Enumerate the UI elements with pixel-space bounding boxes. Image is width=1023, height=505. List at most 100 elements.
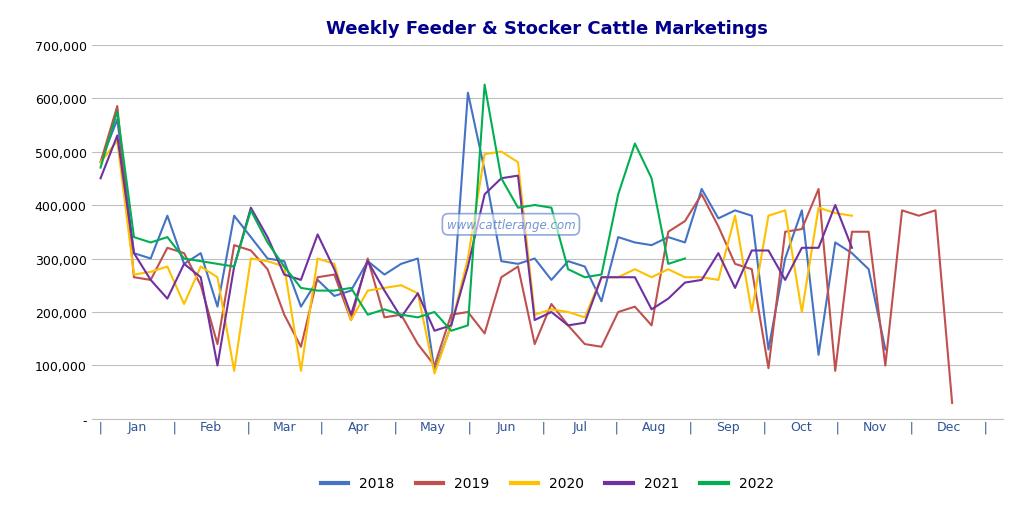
2021 — [112, 133, 124, 139]
2020 — [311, 256, 323, 262]
2021 — [579, 320, 591, 326]
2021 — [278, 272, 291, 278]
2021 — [562, 323, 574, 329]
2021 — [395, 315, 407, 321]
2022 — [562, 267, 574, 273]
2018 — [479, 168, 491, 174]
2019 — [112, 104, 124, 110]
2018 — [696, 186, 708, 192]
2020 — [461, 256, 474, 262]
2021 — [662, 296, 674, 302]
2021 — [679, 280, 692, 286]
2020 — [729, 213, 742, 219]
2018 — [495, 259, 507, 265]
2018 — [562, 259, 574, 265]
2021 — [144, 277, 157, 283]
2022 — [278, 264, 291, 270]
2020 — [144, 269, 157, 275]
2020 — [328, 261, 341, 267]
2018 — [194, 250, 207, 257]
2020 — [579, 315, 591, 321]
Line: 2019: 2019 — [100, 107, 952, 403]
2020 — [361, 288, 373, 294]
2021 — [495, 176, 507, 182]
2020 — [194, 264, 207, 270]
2018 — [311, 277, 323, 283]
2021 — [128, 250, 140, 257]
2020 — [379, 285, 391, 291]
2021 — [846, 245, 858, 251]
2020 — [228, 368, 240, 374]
2020 — [395, 283, 407, 289]
2020 — [411, 291, 424, 297]
2020 — [812, 205, 825, 211]
2020 — [479, 152, 491, 158]
2022 — [178, 256, 190, 262]
2018 — [545, 277, 558, 283]
2018 — [812, 352, 825, 358]
2021 — [545, 310, 558, 316]
2019 — [512, 264, 524, 270]
2020 — [629, 267, 641, 273]
2018 — [262, 256, 274, 262]
2018 — [529, 256, 541, 262]
2018 — [679, 240, 692, 246]
2022 — [112, 109, 124, 115]
2022 — [295, 285, 307, 291]
2022 — [612, 192, 624, 198]
2020 — [244, 256, 257, 262]
2018 — [162, 213, 174, 219]
2018 — [295, 304, 307, 310]
2022 — [94, 165, 106, 171]
2021 — [262, 235, 274, 241]
2021 — [228, 264, 240, 270]
2020 — [495, 149, 507, 155]
2020 — [662, 267, 674, 273]
2022 — [311, 288, 323, 294]
2022 — [629, 141, 641, 147]
2021 — [612, 275, 624, 281]
2018 — [595, 298, 608, 305]
Line: 2018: 2018 — [100, 93, 885, 371]
2020 — [545, 307, 558, 313]
2021 — [379, 288, 391, 294]
2021 — [212, 363, 224, 369]
2021 — [780, 277, 792, 283]
2018 — [361, 259, 373, 265]
2018 — [796, 208, 808, 214]
2022 — [579, 275, 591, 281]
2022 — [244, 208, 257, 214]
2020 — [712, 277, 724, 283]
2021 — [812, 245, 825, 251]
2020 — [512, 160, 524, 166]
2019 — [946, 400, 959, 406]
2021 — [328, 267, 341, 273]
2022 — [411, 315, 424, 321]
2018 — [612, 235, 624, 241]
2018 — [278, 259, 291, 265]
2021 — [311, 232, 323, 238]
2020 — [345, 317, 357, 323]
2021 — [696, 277, 708, 283]
2018 — [579, 264, 591, 270]
2020 — [762, 213, 774, 219]
2022 — [479, 82, 491, 88]
2018 — [128, 250, 140, 257]
2018 — [846, 250, 858, 257]
2018 — [178, 261, 190, 267]
2018 — [212, 304, 224, 310]
2022 — [328, 288, 341, 294]
2020 — [562, 310, 574, 316]
2019 — [411, 341, 424, 347]
2022 — [361, 312, 373, 318]
2022 — [679, 256, 692, 262]
2020 — [679, 275, 692, 281]
2018 — [244, 235, 257, 241]
2020 — [94, 160, 106, 166]
2020 — [128, 272, 140, 278]
2022 — [379, 307, 391, 313]
2021 — [162, 296, 174, 302]
2018 — [445, 323, 457, 329]
2019 — [178, 250, 190, 257]
2018 — [512, 261, 524, 267]
